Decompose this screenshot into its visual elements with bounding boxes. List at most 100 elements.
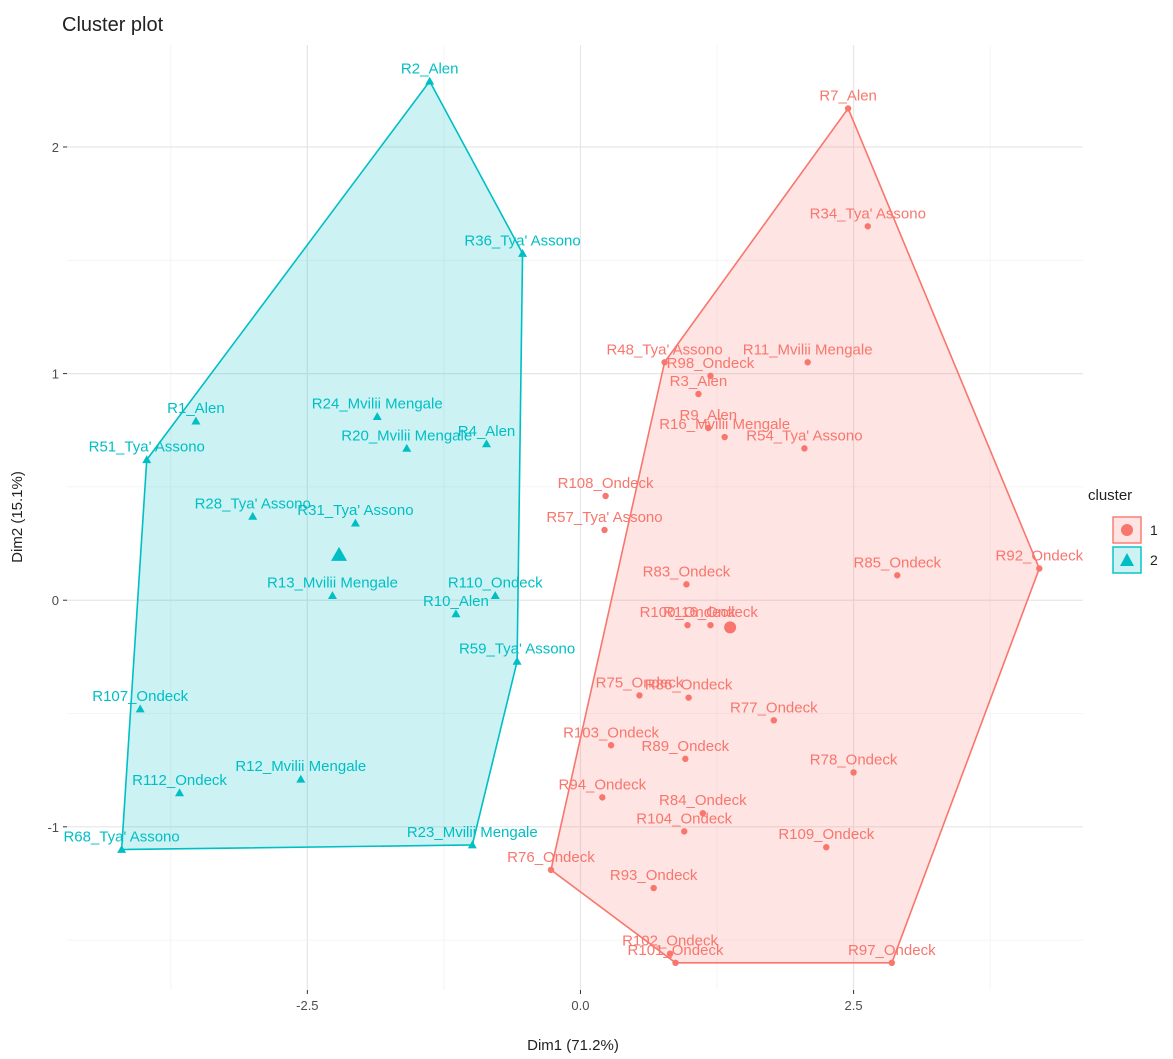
point-label: R2_Alen [401,60,459,77]
point-marker [425,76,435,85]
point-label: R31_Tya' Assono [297,502,413,519]
point-marker [721,433,728,441]
point-label: R92_Ondeck [996,547,1084,564]
point-label: R1_Alen [167,400,225,417]
legend-symbol-2 [1120,553,1134,566]
point-label: R78_Ondeck [810,751,898,768]
legend-symbol-1 [1121,524,1133,536]
point-label: R86_Ondeck [645,677,733,694]
point-marker [850,769,857,776]
point-label: R110_Ondeck [448,575,543,592]
point-marker [770,717,778,724]
point-marker [296,774,306,783]
point-marker [547,866,555,874]
point-label: R34_Tya' Assono [810,205,926,222]
y-tick-label: 1 [52,367,59,382]
point-label: R16_Mvilii Mengale [659,416,790,433]
legend-title: cluster [1088,487,1132,504]
point-label: R51_Tya' Assono [89,439,205,456]
point-marker [1036,565,1043,572]
point-marker [601,526,608,534]
point-label: R101_Ondeck [628,942,724,959]
point-marker [804,359,811,366]
point-marker [602,492,609,500]
point-marker [599,794,606,801]
point-marker [327,591,337,600]
y-tick-label: 0 [52,593,59,608]
point-label: R84_Ondeck [659,792,747,809]
legend-label-1: 1 [1150,522,1158,538]
point-marker [191,416,201,425]
y-tick-label: 2 [52,140,59,155]
point-label: R7_Alen [819,87,877,104]
legend-label-2: 2 [1150,552,1158,568]
point-marker [684,621,691,629]
point-label: R85_Ondeck [853,554,941,571]
point-marker [695,390,702,398]
point-label: R93_Ondeck [610,867,698,884]
point-label: R59_Tya' Assono [459,640,575,657]
point-label: R75_Ondeck [596,674,684,691]
point-marker [650,884,657,892]
legend-key-1 [1112,516,1142,544]
point-marker [248,511,258,520]
point-label: R97_Ondeck [848,942,936,959]
point-label: R116_Ondeck [663,604,758,621]
point-label: R94_Ondeck [559,776,647,793]
point-label: R12_Mvilii Mengale [235,758,366,775]
point-marker [490,591,500,600]
point-label: R20_Mvilii Mengale [341,427,472,444]
grid-layer [67,45,1083,990]
x-tick-label: -2.5 [296,998,318,1013]
point-marker [888,959,896,967]
point-label: R102_Ondeck [622,933,718,950]
cluster-1-centroid [724,621,737,634]
point-marker [350,518,360,527]
point-label: R11_Mvilii Mengale [743,341,873,358]
x-axis-title: Dim1 (71.2%) [527,1037,619,1054]
point-label: R100_Ondeck [640,604,736,621]
point-label: R57_Tya' Assono [546,509,662,526]
point-marker [844,105,852,112]
point-label: R36_Tya' Assono [464,232,580,249]
point-marker [823,844,830,851]
x-tick-label: 2.5 [845,998,863,1013]
point-marker [683,581,690,588]
plot-panel [67,45,1083,990]
point-marker [682,755,689,763]
point-marker [402,443,412,452]
y-tick-label: -1 [47,820,59,835]
point-marker [467,840,477,849]
point-label: R13_Mvilii Mengale [267,575,398,592]
point-label: R89_Ondeck [642,738,730,755]
point-marker [681,828,688,835]
point-marker [666,950,674,957]
point-marker [636,692,643,699]
point-label: R112_Ondeck [132,772,227,789]
point-marker [482,439,492,448]
point-label: R24_Mvilii Mengale [312,396,443,413]
point-marker [135,704,145,713]
point-marker [117,844,127,853]
point-marker [672,959,679,967]
point-marker [705,424,712,432]
point-marker [512,656,522,665]
point-label: R48_Tya' Assono [606,341,722,358]
point-marker [801,445,808,452]
point-label: R103_Ondeck [563,724,659,741]
point-marker [707,621,714,629]
y-axis-title: Dim2 (15.1%) [9,471,26,563]
point-label: R28_Tya' Assono [195,495,311,512]
point-marker [142,455,152,464]
point-marker [661,359,668,366]
point-marker [175,788,185,797]
x-tick-label: 0.0 [571,998,589,1013]
point-label: R104_Ondeck [636,810,732,827]
point-label: R4_Alen [458,423,516,440]
chart-title: Cluster plot [62,14,164,36]
point-label: R83_Ondeck [643,563,731,580]
legend: cluster 1 2 [1088,487,1158,574]
cluster-2-centroid [331,546,348,561]
point-label: R77_Ondeck [730,699,818,716]
